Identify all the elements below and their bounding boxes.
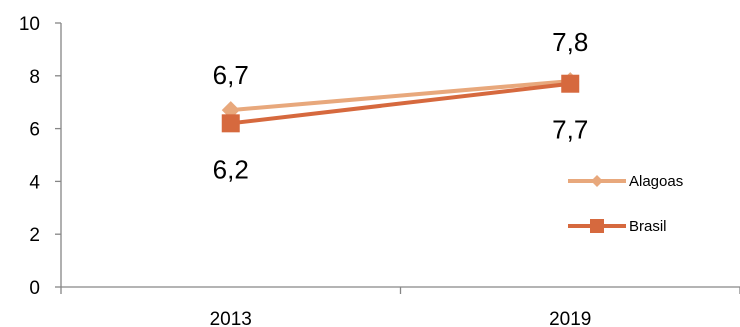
series-brasil bbox=[221, 74, 580, 133]
y-tick-label: 10 bbox=[19, 14, 40, 35]
series-alagoas bbox=[221, 72, 580, 120]
x-tick-label: 2019 bbox=[549, 309, 591, 327]
data-label: 6,7 bbox=[213, 60, 249, 90]
y-tick-label: 0 bbox=[29, 278, 40, 299]
axes: 0 2 4 6 8 10 2013 2019 bbox=[19, 14, 740, 327]
y-tick-label: 8 bbox=[29, 67, 40, 88]
legend-label: Brasil bbox=[629, 218, 667, 235]
legend-marker bbox=[590, 219, 604, 233]
data-label: 7,7 bbox=[552, 115, 588, 145]
legend-label: Alagoas bbox=[629, 173, 683, 190]
y-tick-label: 4 bbox=[29, 172, 40, 193]
legend-item-brasil: Brasil bbox=[568, 218, 667, 235]
y-tick-label: 6 bbox=[29, 120, 40, 141]
data-point bbox=[221, 114, 240, 133]
data-label: 6,2 bbox=[213, 154, 249, 184]
x-tick-label: 2013 bbox=[210, 309, 252, 327]
series-line bbox=[230, 79, 571, 113]
series-line bbox=[230, 81, 571, 126]
y-tick-label: 2 bbox=[29, 225, 40, 246]
data-label: 7,8 bbox=[552, 27, 588, 57]
legend-item-alagoas: Alagoas bbox=[568, 173, 683, 190]
legend: Alagoas Brasil bbox=[568, 173, 683, 235]
legend-marker bbox=[591, 175, 603, 187]
data-labels: 6,7 7,8 6,2 7,7 bbox=[213, 27, 589, 184]
series-layer bbox=[221, 72, 580, 133]
data-point bbox=[561, 74, 580, 93]
